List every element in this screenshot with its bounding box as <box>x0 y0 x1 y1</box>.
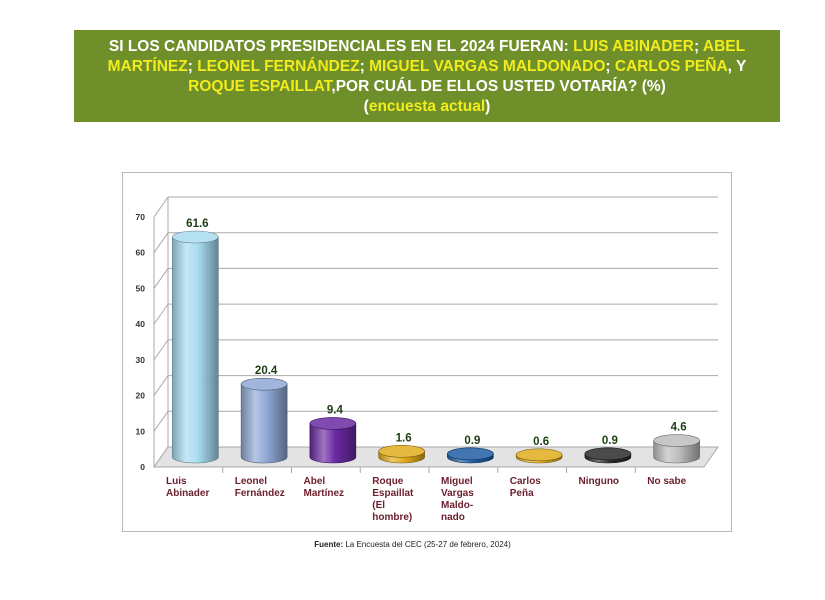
bar-top <box>240 377 288 391</box>
bar <box>584 447 632 464</box>
source-note: Fuente: La Encuesta del CEC (25-27 de fe… <box>0 540 825 549</box>
title-text: ,POR CUÁL DE ELLOS USTED VOTARÍA? (%) <box>331 78 666 95</box>
gridline-side <box>153 410 169 432</box>
bar <box>653 434 700 464</box>
gridline-side <box>153 375 169 396</box>
bar <box>378 444 425 464</box>
x-tick-label: nado <box>441 512 465 523</box>
y-tick-label: 10 <box>136 426 146 436</box>
title-text: ; <box>605 58 615 75</box>
bar <box>240 377 288 464</box>
x-tick-label: Martínez <box>304 488 345 499</box>
x-tick-label: Carlos <box>510 476 542 487</box>
x-tick-label: Ninguno <box>579 476 620 487</box>
bar-top <box>515 448 563 462</box>
y-tick-label: 20 <box>136 391 146 401</box>
data-label: 20.4 <box>255 365 278 377</box>
x-tick-label: Luis <box>166 476 187 487</box>
title-text: , Y <box>727 58 747 75</box>
bar-top <box>653 434 700 447</box>
chart-floor <box>153 446 719 468</box>
bar-top <box>378 444 425 458</box>
gridline-side <box>153 268 169 289</box>
data-label: 0.6 <box>533 436 549 448</box>
y-tick-label: 60 <box>136 248 146 258</box>
subtitle-text: encuesta actual <box>368 98 486 115</box>
x-tick-label: Espaillat <box>372 488 414 499</box>
x-tick-label: Roque <box>372 476 404 487</box>
source-text: La Encuesta del CEC (25-27 de febrero, 2… <box>343 540 511 549</box>
y-tick-label: 30 <box>136 355 146 365</box>
data-label: 4.6 <box>671 422 687 434</box>
gridline-side <box>153 303 169 325</box>
title-highlight-text: ROQUE ESPAILLAT <box>188 78 332 95</box>
title-highlight-text: LEONEL FERNÁNDEZ <box>197 58 360 75</box>
x-tick-label: Abinader <box>166 488 209 499</box>
gridline-side <box>153 196 169 218</box>
data-label: 61.6 <box>186 218 208 230</box>
data-label: 1.6 <box>396 432 412 444</box>
bar-body <box>653 440 700 464</box>
bar <box>447 447 494 464</box>
bar <box>309 417 357 464</box>
title-highlight-text: MIGUEL VARGAS MALDONADO <box>369 58 606 75</box>
bar-top <box>172 230 219 244</box>
x-tick-label: Maldo- <box>441 500 473 511</box>
data-label: 0.9 <box>464 435 480 447</box>
gridline-side <box>153 339 169 361</box>
bar <box>515 448 563 464</box>
x-tick-label: hombre) <box>372 512 412 523</box>
subtitle-open: ( <box>363 98 369 115</box>
y-tick-label: 0 <box>140 462 145 472</box>
chart-frame: 0 10 20 30 40 50 60 70 61.6 Luis Abinader 20.4 Leone… <box>122 172 732 532</box>
bar-top <box>584 447 632 461</box>
gridline-side <box>153 232 169 254</box>
data-label: 9.4 <box>327 404 344 416</box>
subtitle-close: ) <box>485 98 491 115</box>
title-text: SI LOS CANDIDATOS PRESIDENCIALES EN EL 2… <box>108 38 574 55</box>
title-highlight-text: ABEL MARTÍNEZ <box>107 38 746 75</box>
x-tick-label: Abel <box>304 476 326 487</box>
title-highlight-text: LUIS ABINADER <box>573 38 694 55</box>
title-highlight-text: CARLOS PEÑA <box>614 58 728 75</box>
bar <box>172 230 219 464</box>
data-label: 0.9 <box>602 435 618 447</box>
x-tick-label: Leonel <box>235 476 267 487</box>
bar-body <box>309 423 357 464</box>
y-tick-label: 50 <box>136 283 146 293</box>
x-tick-label: Fernández <box>235 488 285 499</box>
bar-body <box>240 383 288 464</box>
x-tick-label: No sabe <box>647 476 686 487</box>
bar-top <box>309 417 357 430</box>
x-tick-label: (El <box>372 500 385 511</box>
source-label: Fuente: <box>314 540 344 549</box>
x-tick-label: Peña <box>510 488 534 499</box>
chart-title-banner: SI LOS CANDIDATOS PRESIDENCIALES EN EL 2… <box>74 30 780 122</box>
y-tick-label: 40 <box>136 319 146 329</box>
title-text: ; <box>693 38 703 55</box>
title-text: ; <box>187 58 198 75</box>
bar-top <box>447 447 494 461</box>
y-tick-label: 70 <box>136 212 146 222</box>
bar-body <box>172 236 219 464</box>
title-text: ; <box>359 58 370 75</box>
x-tick-label: Vargas <box>441 488 474 499</box>
x-tick-label: Miguel <box>441 476 473 487</box>
